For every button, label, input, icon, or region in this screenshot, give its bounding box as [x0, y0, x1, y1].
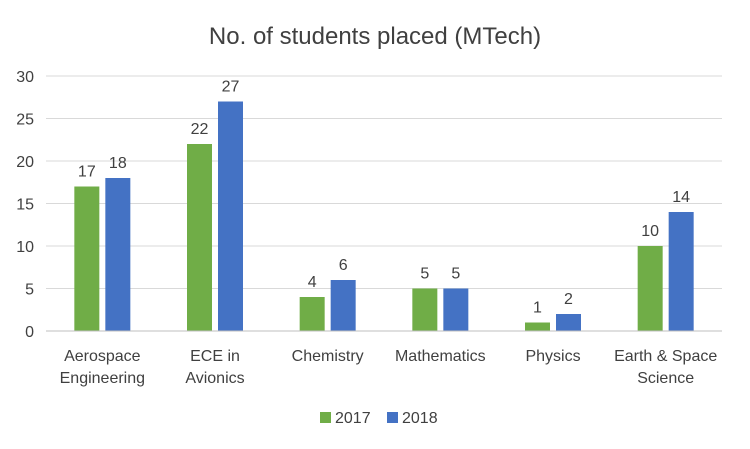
bar-2017: [525, 322, 550, 331]
data-label: 22: [191, 121, 209, 138]
x-tick-label: Physics: [525, 348, 580, 365]
data-label: 10: [641, 223, 659, 240]
bar-2017: [187, 144, 212, 331]
y-axis: 0 5 10 15 20 25 30: [16, 69, 34, 341]
y-tick-label: 30: [16, 69, 34, 86]
data-label: 5: [451, 266, 460, 283]
x-tick-label: ECE in: [190, 348, 240, 365]
x-tick-label: Engineering: [60, 370, 145, 387]
bar-2017: [637, 246, 663, 331]
data-label: 18: [109, 155, 127, 172]
bars: 17 18 22 27 4 6 5 5 1 2 10 14: [74, 79, 694, 331]
y-tick-label: 10: [16, 239, 34, 256]
data-label: 1: [533, 300, 542, 317]
y-tick-label: 25: [16, 112, 34, 129]
y-tick-label: 15: [16, 197, 34, 214]
bar-2018: [105, 178, 131, 331]
y-tick-label: 20: [16, 154, 34, 171]
data-label: 2: [564, 291, 573, 308]
bar-2018: [668, 212, 694, 331]
x-tick-label: Avionics: [185, 370, 244, 387]
legend-label: 2018: [402, 410, 438, 427]
data-label: 5: [420, 266, 429, 283]
bar-2018: [330, 280, 356, 331]
bar-2018: [443, 288, 469, 331]
legend: 2017 2018: [320, 410, 438, 427]
legend-swatch-2018: [387, 412, 398, 423]
bar-2018: [218, 101, 243, 331]
x-tick-label: Aerospace: [64, 348, 141, 365]
bar-2017: [299, 297, 325, 331]
x-tick-label: Chemistry: [292, 348, 364, 365]
data-label: 17: [78, 164, 96, 181]
y-tick-label: 0: [25, 324, 34, 341]
data-label: 27: [222, 79, 240, 96]
gridlines: [46, 75, 722, 289]
legend-swatch-2017: [320, 412, 331, 423]
bar-2017: [74, 186, 100, 331]
x-axis: Aerospace Engineering ECE in Avionics Chemis…: [46, 330, 722, 387]
data-label: 6: [339, 257, 348, 274]
bar-2018: [556, 314, 581, 331]
chart-title: No. of students placed (MTech): [209, 23, 541, 50]
x-tick-label: Earth & Space: [614, 348, 717, 365]
data-label: 14: [672, 189, 690, 206]
y-tick-label: 5: [25, 282, 34, 299]
bar-2017: [412, 288, 438, 331]
data-label: 4: [308, 274, 317, 291]
x-tick-label: Mathematics: [395, 348, 486, 365]
x-tick-label: Science: [637, 370, 694, 387]
legend-label: 2017: [335, 410, 371, 427]
